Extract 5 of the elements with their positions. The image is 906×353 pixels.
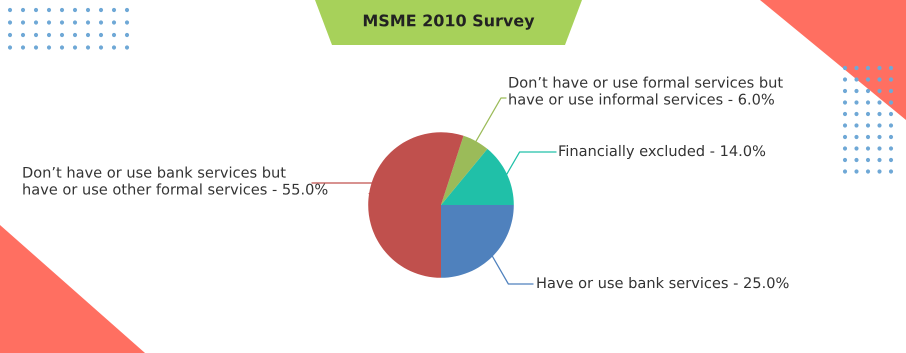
slice-label: Have or use bank services - 25.0% <box>537 276 789 288</box>
slice-label: Don’t have or use bank services but have or use other formal services - 55.0% <box>23 166 328 195</box>
slice-label: Financially excluded - 14.0% <box>559 144 766 160</box>
slice-label: Don’t have or use formal services but have or use informal services - 6.0% <box>509 76 783 105</box>
chart-title: MSME 2010 Survey <box>364 14 534 30</box>
